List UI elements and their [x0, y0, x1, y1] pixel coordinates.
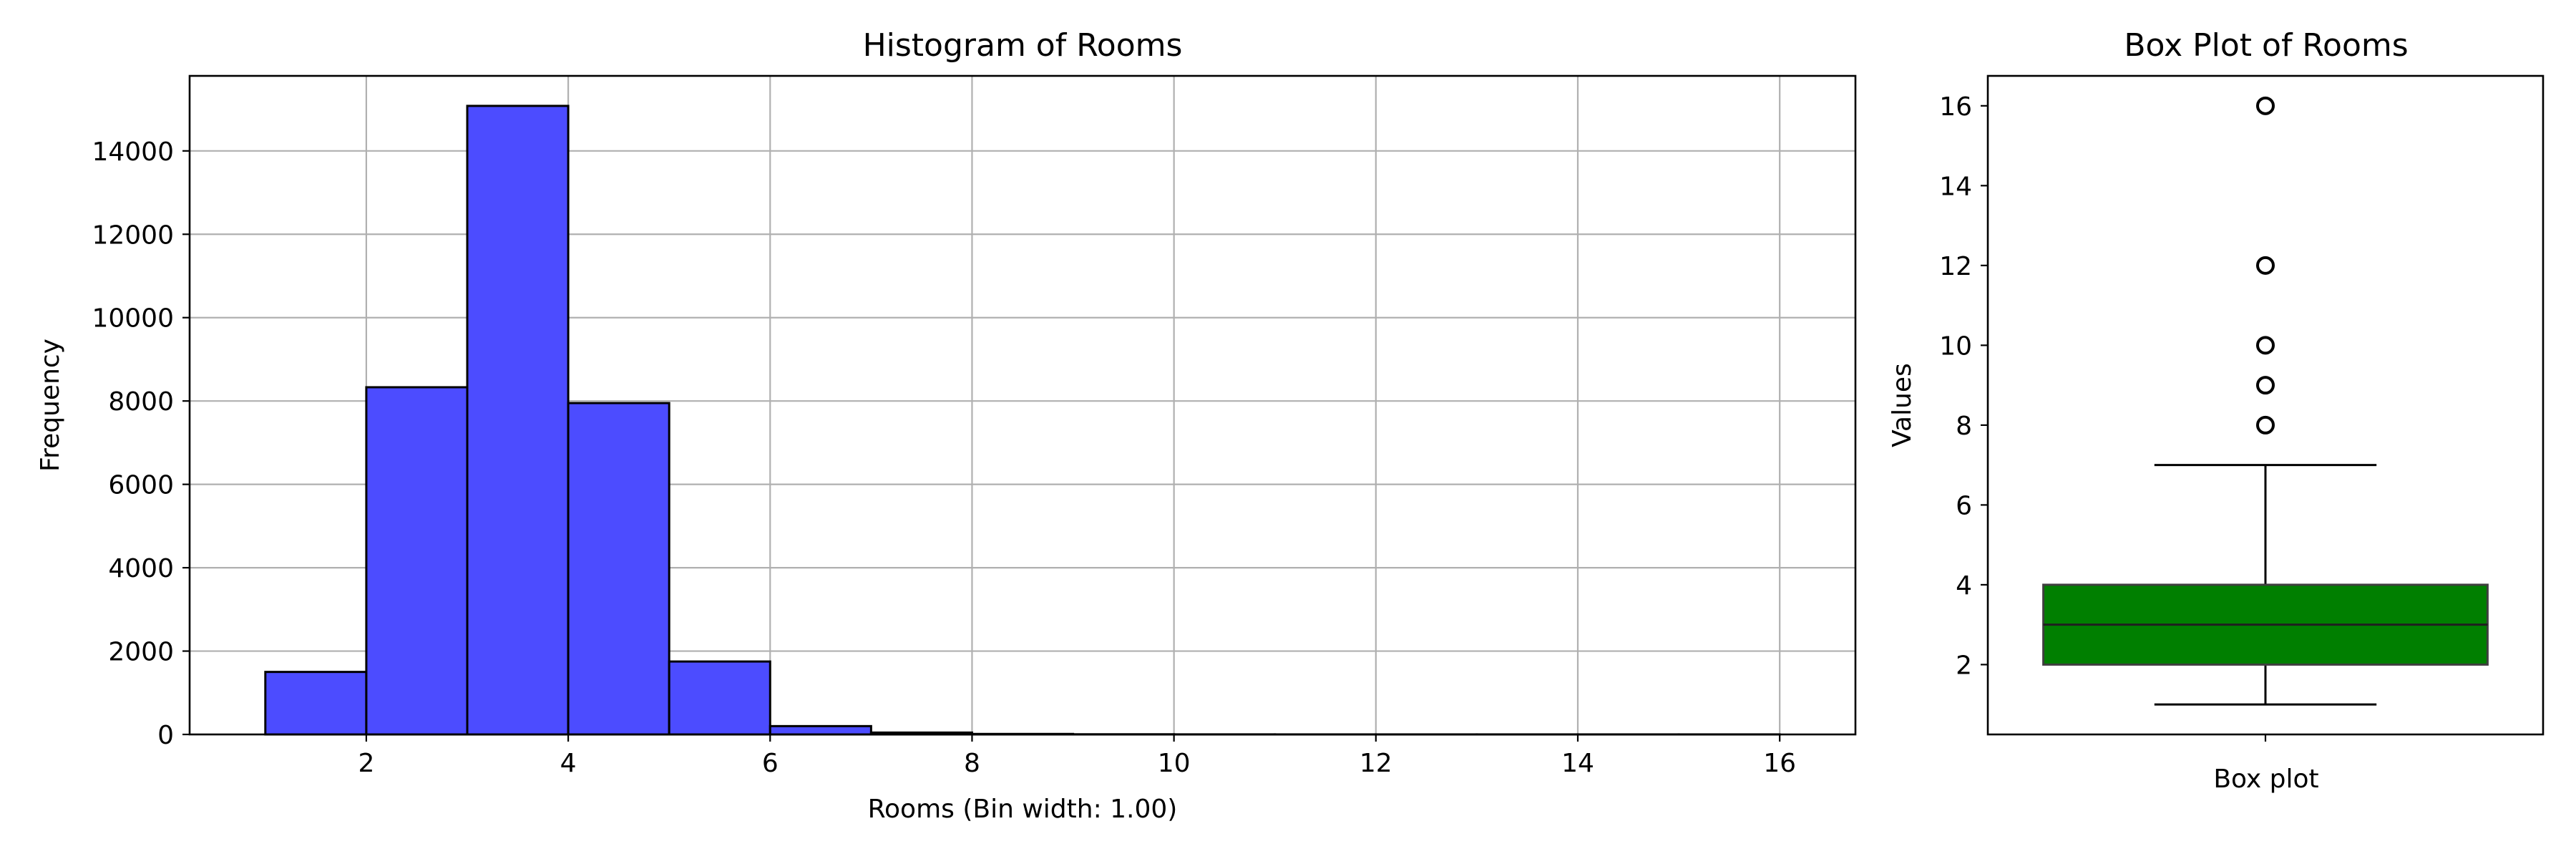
histogram-x-ticks: 2 4 6 8 10 12 14 16 — [358, 734, 1796, 778]
histogram-y-tick-label: 0 — [157, 721, 174, 750]
histogram-bar-6 — [769, 724, 872, 736]
boxplot-y-tick-label: 14 — [1939, 172, 1972, 201]
histogram-y-tick-label: 10000 — [92, 304, 174, 334]
outlier-point — [2256, 415, 2275, 435]
histogram-y-tick-label: 8000 — [108, 387, 174, 417]
boxplot-body — [2042, 96, 2489, 706]
histogram-bar-1 — [264, 671, 368, 736]
histogram-x-tick-label: 4 — [560, 749, 577, 778]
histogram-x-tick-label: 12 — [1360, 749, 1392, 778]
boxplot-y-tick-label: 4 — [1956, 571, 1972, 601]
histogram-panel: Histogram of Rooms 2 4 6 8 10 12 14 16 0 2000 400… — [36, 27, 1857, 824]
histogram-x-tick-label: 8 — [964, 749, 980, 778]
histogram-x-tick-label: 10 — [1158, 749, 1191, 778]
boxplot-y-tick-label: 10 — [1939, 331, 1972, 361]
boxplot-y-ticks: 2 4 6 8 10 12 14 16 — [1939, 92, 2267, 742]
outlier-point — [2256, 256, 2275, 275]
histogram-bar-5 — [668, 660, 771, 736]
histogram-x-tick-label: 16 — [1763, 749, 1796, 778]
boxplot-y-axis-label: Values — [1888, 363, 1917, 447]
outlier-point — [2256, 376, 2275, 395]
histogram-x-tick-label: 14 — [1561, 749, 1594, 778]
histogram-bars — [264, 105, 1781, 736]
boxplot-y-tick-label: 6 — [1956, 491, 1972, 520]
histogram-bar-3 — [466, 105, 570, 736]
histogram-bar-4 — [567, 402, 670, 736]
histogram-y-tick-label: 14000 — [92, 137, 174, 167]
boxplot-x-axis-label: Box plot — [2213, 765, 2318, 794]
boxplot-y-tick-label: 16 — [1939, 92, 1972, 122]
histogram-y-tick-label: 4000 — [108, 554, 174, 583]
histogram-title: Histogram of Rooms — [863, 27, 1183, 64]
boxplot-title: Box Plot of Rooms — [2124, 27, 2408, 64]
boxplot-y-tick-label: 12 — [1939, 252, 1972, 281]
histogram-x-tick-label: 6 — [762, 749, 779, 778]
outlier-point — [2256, 96, 2275, 115]
outlier-point — [2256, 336, 2275, 355]
histogram-plot-frame — [188, 74, 1857, 736]
histogram-y-tick-label: 2000 — [108, 638, 174, 667]
histogram-y-tick-label: 6000 — [108, 471, 174, 500]
histogram-y-tick-label: 12000 — [92, 220, 174, 250]
histogram-x-axis-label: Rooms (Bin width: 1.00) — [868, 795, 1178, 824]
histogram-y-ticks: 0 2000 4000 6000 8000 10000 12000 14000 — [92, 137, 190, 750]
histogram-bar-2 — [365, 386, 469, 736]
boxplot-y-tick-label: 2 — [1956, 651, 1972, 680]
boxplot-y-tick-label: 8 — [1956, 412, 1972, 441]
histogram-x-tick-label: 2 — [358, 749, 374, 778]
histogram-y-axis-label: Frequency — [36, 339, 65, 472]
